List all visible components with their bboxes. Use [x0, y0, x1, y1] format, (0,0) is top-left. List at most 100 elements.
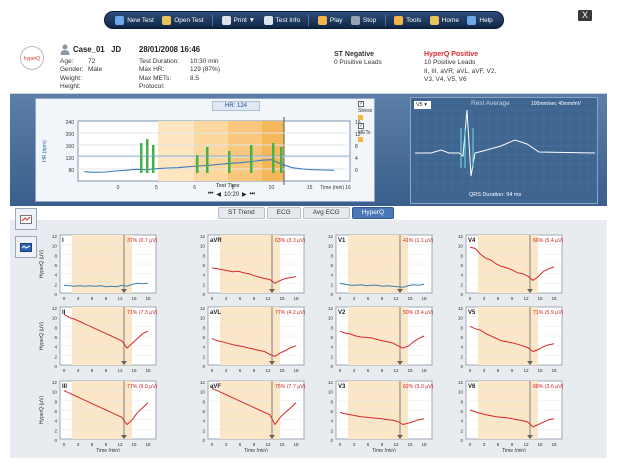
step-back-icon[interactable]: ◀ — [216, 192, 222, 198]
lead-y-tick: 2 — [330, 282, 333, 287]
print-button[interactable]: Print ▼ — [221, 15, 255, 25]
hr-trend-panel: 2402001601208016128400568101516Time (min… — [35, 98, 375, 202]
lead-hyperq-percent: 37% (0.7 µV) — [127, 238, 158, 244]
lead-chart-iii[interactable]: 12 10 8 6 4 2 0 0 3 6 9 12 15 18 III 77% (9.0 µV) HyperQ… — [38, 380, 160, 452]
monitor-view-icon — [20, 242, 32, 252]
lead-x-tick: 18 — [293, 442, 299, 447]
lead-y-tick: 10 — [458, 316, 464, 321]
skip-back-icon[interactable]: ⏮ — [208, 191, 214, 197]
lead-y-tick: 2 — [54, 354, 57, 359]
lead-y-tick: 4 — [460, 273, 463, 278]
lead-x-tick: 15 — [279, 368, 285, 373]
lead-y-axis-label: HyperQ (µV) — [39, 250, 45, 278]
lead-y-tick: 4 — [54, 345, 57, 350]
tab-hyperq[interactable]: HyperQ — [351, 207, 395, 219]
close-button[interactable]: X — [578, 10, 592, 21]
lead-hyperq-percent: 41% (1.1 µV) — [403, 238, 434, 244]
lead-x-tick: 18 — [551, 442, 557, 447]
lead-chart-ii[interactable]: 12 10 8 6 4 2 0 0 3 6 9 12 15 18 II 71% (7.3 µV) HyperQ … — [38, 306, 160, 378]
stress-checkbox[interactable]: ✓ — [358, 101, 364, 107]
lead-x-tick: 6 — [497, 296, 500, 301]
mets-marker — [206, 147, 209, 173]
grid-view-button[interactable] — [15, 236, 37, 258]
lead-x-tick: 3 — [483, 368, 486, 373]
trend-y-tick: 240 — [66, 120, 75, 126]
lead-x-tick: 15 — [407, 368, 413, 373]
ecg-lead-select[interactable]: V5 ▾ — [414, 101, 431, 109]
hr-trend-chart[interactable]: 2402001601208016128400568101516Time (min… — [36, 99, 376, 203]
lead-x-tick: 0 — [63, 368, 66, 373]
lead-chart-v3[interactable]: 12 10 8 6 4 2 0 0 3 6 9 12 15 18 V3 62% (3.0 µV) Time (m… — [314, 380, 436, 452]
maxhr-value: 129 (87%) — [190, 66, 220, 74]
lead-x-tick: 6 — [367, 368, 370, 373]
lead-x-tick: 12 — [523, 442, 529, 447]
lead-hyperq-percent: 75% (7.7 µV) — [275, 384, 306, 390]
lead-y-tick: 4 — [202, 419, 205, 424]
lead-x-tick: 18 — [421, 296, 427, 301]
hyperq-title: HyperQ Positive — [424, 51, 479, 58]
weight-label: Weight: — [60, 74, 82, 82]
st-title: ST Negative — [334, 51, 375, 58]
lead-chart-v4[interactable]: 12 10 8 6 4 2 0 0 3 6 9 12 15 18 V4 66% (5.4 µV) — [444, 234, 566, 306]
hyperq-detail: 10 Positive Leads — [424, 59, 476, 67]
trend-y-right-tick: 4 — [355, 156, 358, 162]
lead-x-tick: 3 — [225, 296, 228, 301]
cursor-marker — [269, 435, 275, 439]
lead-x-tick: 3 — [483, 296, 486, 301]
step-forward-icon[interactable]: ▶ — [242, 192, 247, 198]
lead-y-tick: 6 — [330, 263, 333, 268]
lead-x-tick: 0 — [339, 368, 342, 373]
duration-label: Test Duration: — [139, 58, 180, 65]
lead-x-tick: 9 — [511, 368, 514, 373]
lead-chart-avl[interactable]: 12 10 8 6 4 2 0 0 3 6 9 12 15 18 aVL 77% (4.2 µV) — [186, 306, 308, 378]
stop-button[interactable]: Stop — [350, 15, 376, 25]
lead-x-tick: 0 — [63, 442, 66, 447]
avg-ecg-chart — [413, 109, 598, 190]
tab-avg-ecg[interactable]: Avg ECG — [302, 207, 350, 219]
lead-name: V6 — [468, 384, 476, 390]
trend-x-tick: 10 — [269, 185, 275, 191]
lead-chart-v2[interactable]: 12 10 8 6 4 2 0 0 3 6 9 12 15 18 V2 50% (3.4 µV) — [314, 306, 436, 378]
help-button[interactable]: Help — [467, 15, 493, 25]
lead-name: V2 — [338, 310, 346, 316]
lead-x-tick: 3 — [77, 442, 80, 447]
lead-x-axis-label: Time (min) — [372, 448, 396, 452]
tab-st-trend[interactable]: ST Trend — [218, 207, 265, 219]
trend-x-tick: 0 — [117, 185, 120, 191]
play-button[interactable]: Play — [317, 15, 343, 25]
lead-chart-i[interactable]: 12 10 8 6 4 2 0 0 3 6 9 12 15 18 I 37% (0.7 µV) HyperQ (… — [38, 234, 160, 306]
trend-view-button[interactable] — [15, 208, 37, 230]
trend-y-right-tick: 8 — [355, 144, 358, 150]
open-test-button[interactable]: Open Test — [162, 15, 204, 25]
lead-chart-avr[interactable]: 12 10 8 6 4 2 0 0 3 6 9 12 15 18 aVR 63% (3.3 µV) — [186, 234, 308, 306]
stress-swatch — [358, 115, 363, 120]
trend-x-tick: 5 — [155, 185, 158, 191]
test-info-button[interactable]: Test Info — [263, 15, 300, 25]
lead-chart-v6[interactable]: 12 10 8 6 4 2 0 0 3 6 9 12 15 18 V6 68% (3.6 µV) Time (m… — [444, 380, 566, 452]
lead-hyperq-percent: 50% (3.4 µV) — [403, 310, 434, 316]
lead-chart-avf[interactable]: 12 10 8 6 4 2 0 0 3 6 9 12 15 18 aVF 75% (7.7 µV) Time (… — [186, 380, 308, 452]
lead-trace — [63, 390, 149, 426]
trend-y-tick: 120 — [66, 156, 75, 162]
stress-legend-label: Stress — [358, 108, 373, 114]
lead-chart-v5[interactable]: 12 10 8 6 4 2 0 0 3 6 9 12 15 18 V5 71% (5.9 µV) — [444, 306, 566, 378]
lead-y-tick: 4 — [54, 419, 57, 424]
lead-y-tick: 6 — [460, 409, 463, 414]
lead-trace — [469, 409, 555, 428]
tab-ecg[interactable]: ECG — [266, 207, 301, 219]
cursor-marker — [121, 435, 127, 439]
lead-x-tick: 15 — [131, 442, 137, 447]
lead-x-tick: 9 — [105, 296, 108, 301]
skip-forward-icon[interactable]: ⏭ — [249, 191, 256, 197]
lead-y-tick: 8 — [202, 399, 205, 404]
lead-chart-v1[interactable]: 12 10 8 6 4 2 0 0 3 6 9 12 15 18 V1 41% (1.1 µV) — [314, 234, 436, 306]
new-test-button[interactable]: New Test — [115, 15, 154, 25]
home-button[interactable]: Home — [429, 15, 459, 25]
lead-plot-svg: 12 10 8 6 4 2 0 0 3 6 9 12 15 18 II 71% (7.3 µV) HyperQ … — [39, 306, 158, 373]
tools-button[interactable]: Tools — [394, 15, 421, 25]
lead-x-tick: 12 — [523, 296, 529, 301]
trend-y-tick: 200 — [66, 132, 75, 138]
cursor-marker — [397, 435, 403, 439]
hyperq-summary: HyperQ Positive 10 Positive Leads II, II… — [424, 51, 496, 84]
mets-checkbox[interactable]: ✓ — [358, 123, 364, 129]
